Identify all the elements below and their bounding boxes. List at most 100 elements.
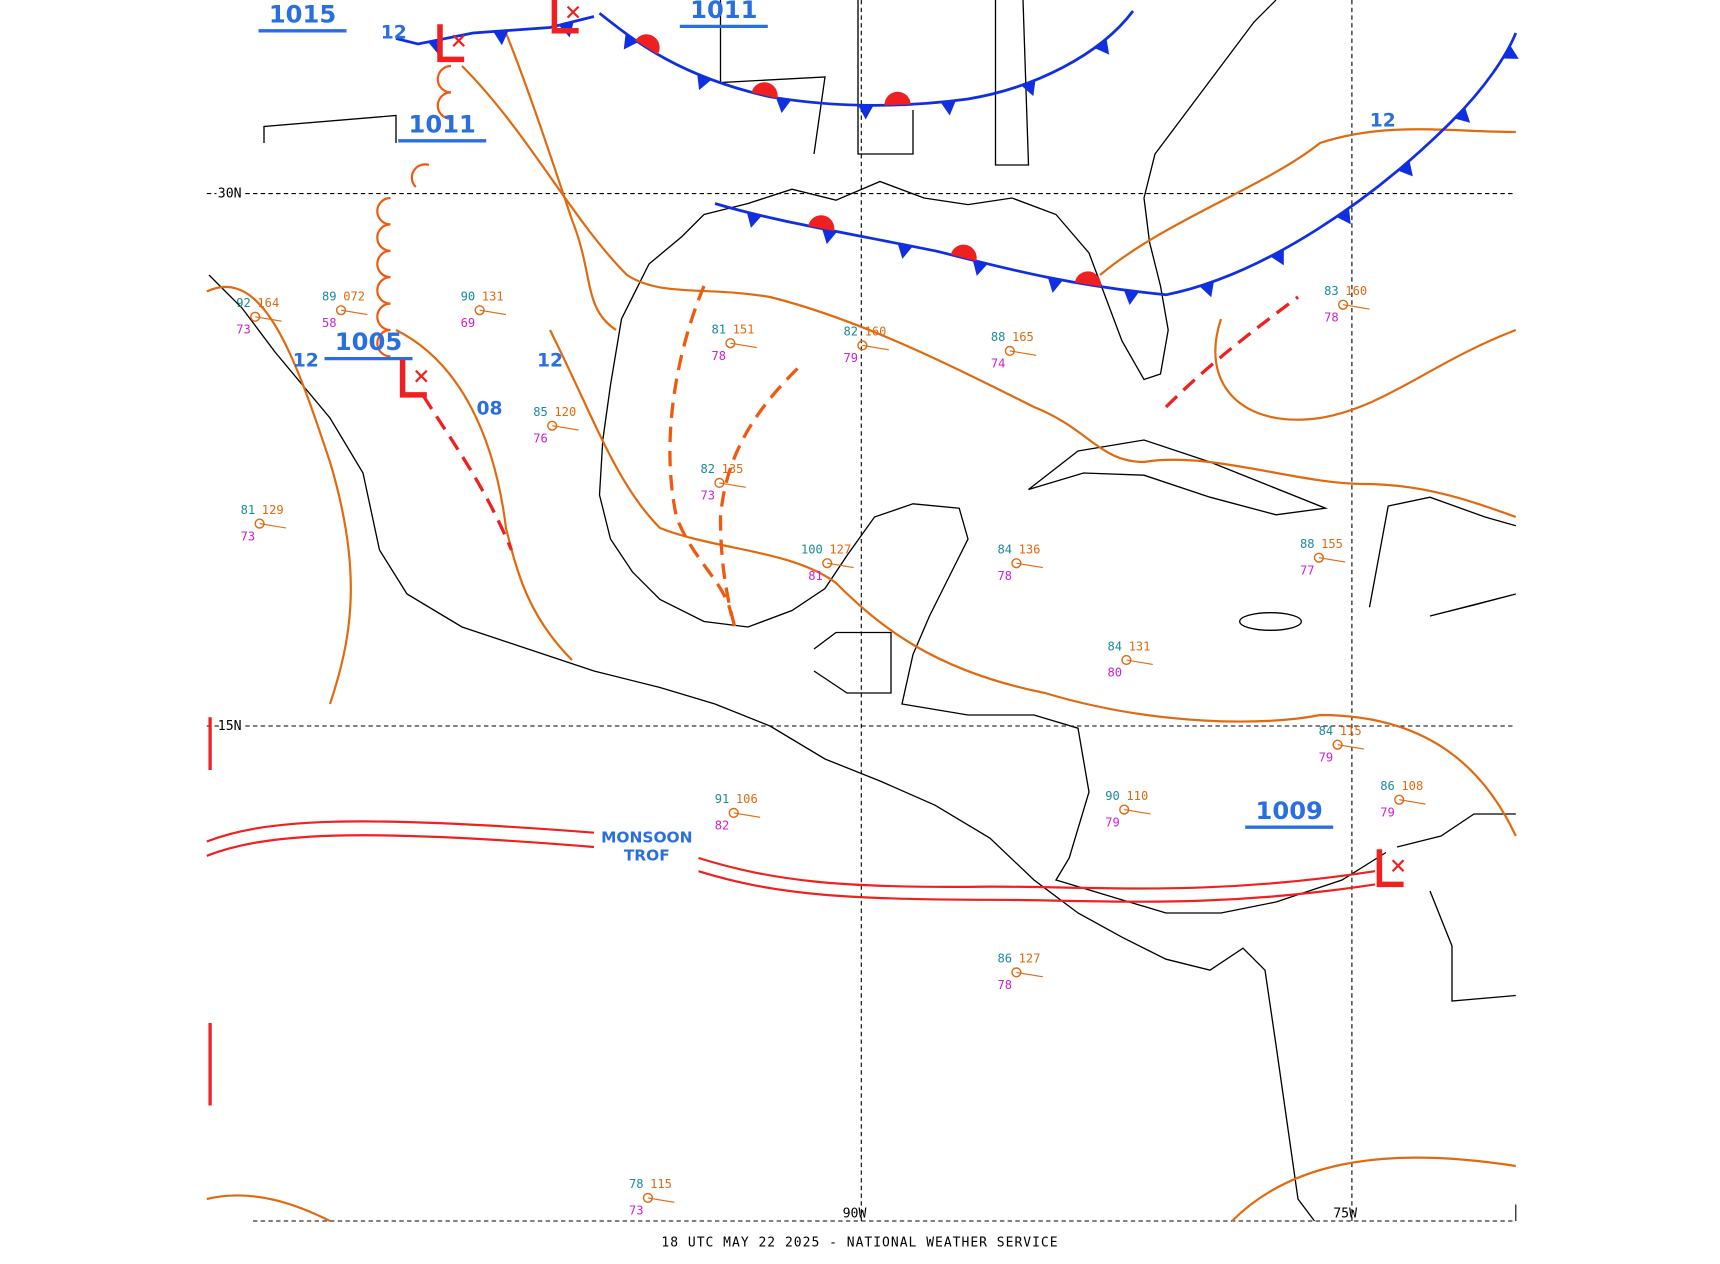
cold-front-triangle xyxy=(897,243,913,259)
station-temp: 100 xyxy=(801,543,823,557)
station-pressure: 131 xyxy=(1129,639,1151,653)
cold-front-triangle xyxy=(1270,249,1284,266)
station-dewpoint: 79 xyxy=(1105,815,1120,829)
station-temp: 89 xyxy=(322,290,337,304)
station-circle xyxy=(1313,552,1325,563)
cold-front-triangle xyxy=(623,33,639,50)
station-dewpoint: 78 xyxy=(997,978,1012,992)
wind-barb xyxy=(1343,304,1370,310)
lat-label: 15N xyxy=(218,719,242,734)
cold-front-triangle xyxy=(1397,160,1413,177)
station-temp: 78 xyxy=(629,1177,644,1191)
feature-label: TROF xyxy=(624,846,670,864)
feature-label: MONSOON xyxy=(601,829,692,847)
station-temp: 81 xyxy=(711,322,726,336)
cold-front-triangle xyxy=(776,97,792,114)
border xyxy=(263,0,1030,694)
wind-barb xyxy=(733,812,761,818)
station-pressure: 160 xyxy=(1345,284,1367,298)
station-pressure: 129 xyxy=(262,503,284,517)
isobar xyxy=(1214,318,1517,421)
coastline xyxy=(1028,439,1329,516)
station-circle xyxy=(250,311,261,322)
isobar xyxy=(206,285,352,705)
station-temp: 92 xyxy=(236,296,251,310)
dryline xyxy=(376,64,452,358)
station-circle xyxy=(1011,967,1022,978)
isobar xyxy=(461,65,1517,519)
lat-label: 30N xyxy=(218,187,242,202)
station-circle xyxy=(1004,345,1015,357)
trough xyxy=(1164,295,1299,409)
lon-label: 90W xyxy=(843,1206,867,1221)
station-pressure: 115 xyxy=(650,1177,672,1191)
pressure-label: 1015 xyxy=(269,0,336,28)
cold-front-triangle xyxy=(972,260,988,276)
cold-front-triangle xyxy=(858,105,874,120)
station-temp: 86 xyxy=(997,952,1012,966)
isobar xyxy=(549,329,1517,837)
station-dewpoint: 73 xyxy=(629,1204,644,1218)
station-pressure: 131 xyxy=(482,290,504,304)
station-temp: 88 xyxy=(991,330,1006,344)
low-symbol xyxy=(1376,849,1404,888)
station-dewpoint: 79 xyxy=(1380,805,1395,819)
station-dewpoint: 73 xyxy=(241,529,256,543)
stationary-front xyxy=(598,10,1135,107)
lon-label: 75W xyxy=(1333,1206,1357,1221)
isobar xyxy=(206,1156,1516,1222)
isobar-label: 12 xyxy=(381,22,407,43)
trough xyxy=(668,285,734,617)
pressure-label: 1005 xyxy=(335,328,402,356)
station-circle xyxy=(857,340,868,351)
station-temp: 82 xyxy=(843,325,858,339)
station-pressure: 110 xyxy=(1126,789,1148,803)
low-symbol xyxy=(437,24,465,63)
station-temp: 90 xyxy=(461,290,476,304)
warm-front-semicircle xyxy=(950,244,977,262)
station-circle xyxy=(725,338,736,349)
pressure-label: 1011 xyxy=(690,0,757,24)
cold-front-triangle xyxy=(1454,107,1471,123)
station-dewpoint: 69 xyxy=(461,316,476,330)
wind-barb xyxy=(1016,971,1043,978)
station-dewpoint: 79 xyxy=(843,351,858,365)
wind-barb xyxy=(552,425,579,431)
station-pressure: 072 xyxy=(343,290,365,304)
warm-front-semicircle xyxy=(751,82,778,99)
station-pressure: 151 xyxy=(733,322,755,336)
cold-front-triangle xyxy=(1094,38,1110,55)
isobar xyxy=(504,32,617,331)
cold-front-triangle xyxy=(940,100,956,116)
station-circle xyxy=(728,807,739,819)
station-circle xyxy=(1337,299,1349,310)
cold-front-triangle xyxy=(697,74,712,91)
station-dewpoint: 77 xyxy=(1300,563,1315,577)
low-x xyxy=(415,369,428,383)
wind-barb xyxy=(255,316,282,322)
pressure-label: 1009 xyxy=(1256,797,1323,825)
station-temp: 85 xyxy=(533,405,548,419)
station-circle xyxy=(822,558,833,569)
low-x xyxy=(1391,859,1405,872)
footer: 18 UTC MAY 22 2025 - NATIONAL WEATHER SE… xyxy=(661,1236,1058,1251)
monsoon-trough xyxy=(698,856,1376,903)
isobar xyxy=(1099,128,1516,276)
station-dewpoint: 78 xyxy=(711,349,726,363)
station-circle xyxy=(547,420,558,431)
coastline xyxy=(1368,496,1516,617)
station-dewpoint: 80 xyxy=(1107,666,1122,680)
station-dewpoint: 78 xyxy=(997,569,1012,583)
wind-barb xyxy=(647,1197,675,1203)
cold-front-triangle xyxy=(1123,289,1140,306)
cold-front-triangle xyxy=(493,30,509,46)
station-circle xyxy=(474,305,485,316)
cold-front-triangle xyxy=(822,228,838,245)
station-circle xyxy=(335,305,347,316)
pressure-label: 1011 xyxy=(409,110,476,138)
wind-barb xyxy=(1124,809,1151,815)
isobar-label: 12 xyxy=(537,350,563,371)
wind-barb xyxy=(862,344,889,351)
station-temp: 84 xyxy=(1319,724,1334,738)
